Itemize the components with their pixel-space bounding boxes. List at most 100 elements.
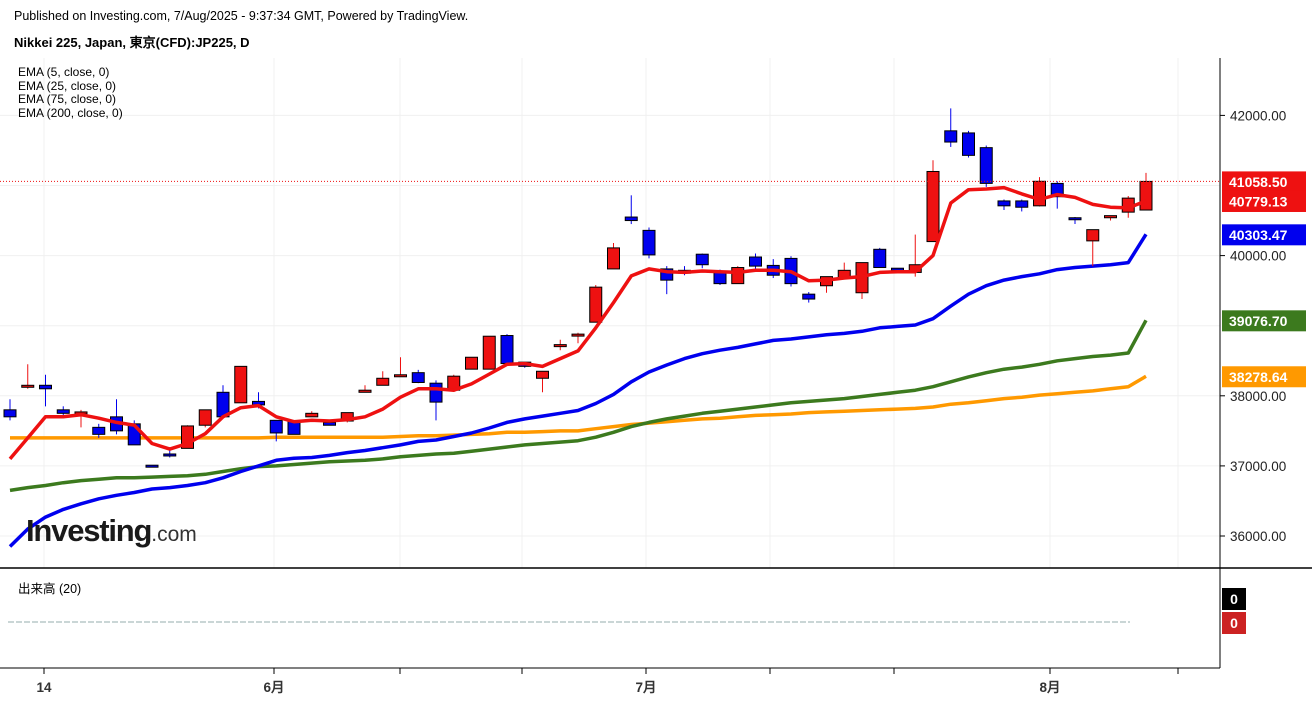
candle — [642, 227, 656, 259]
candle — [110, 399, 123, 435]
candle-body — [873, 248, 887, 269]
candle-body — [482, 335, 496, 370]
ema5-path — [8, 185, 1147, 461]
candle — [855, 262, 869, 300]
price-badge: 41058.50 — [1222, 171, 1306, 193]
candle — [234, 365, 248, 404]
candle-body — [571, 333, 585, 337]
volume-badge-bg — [1222, 612, 1246, 634]
candle-body — [624, 216, 638, 222]
price-badge-label: 40303.47 — [1229, 227, 1288, 243]
candle — [607, 242, 620, 270]
price-badge-label: 39076.70 — [1229, 313, 1288, 329]
candle — [92, 423, 106, 438]
price-badge: 40779.13 — [1222, 190, 1306, 212]
volume-badge-label: 0 — [1230, 591, 1238, 607]
ema200-path — [10, 374, 1147, 440]
candle-body — [323, 421, 336, 426]
y-tick-label: 37000.00 — [1230, 459, 1286, 474]
legend-ema25: EMA (25, close, 0) — [18, 78, 117, 93]
candle-body — [198, 409, 212, 426]
candle-body — [1139, 180, 1153, 211]
x-tick-label: 8月 — [1039, 680, 1060, 695]
candle — [500, 334, 514, 365]
ema25-line — [8, 233, 1148, 548]
candle — [482, 335, 496, 370]
price-badge-bg — [1222, 171, 1306, 193]
candle-body — [394, 374, 407, 378]
candle — [269, 419, 283, 442]
candle — [163, 450, 177, 458]
y-tick-label: 42000.00 — [1230, 108, 1286, 123]
candle — [1104, 215, 1117, 221]
ema75-path — [9, 319, 1148, 493]
candle — [305, 411, 319, 418]
candle-body — [269, 419, 283, 434]
candle-body — [92, 426, 106, 435]
volume-badge-bg — [1222, 588, 1246, 610]
candle — [376, 371, 390, 386]
price-badges: 41058.50 40779.13 40303.47 39076.70 38278.64 — [1222, 171, 1306, 388]
indicator-legend: EMA (5, close, 0) EMA (25, close, 0) EMA… — [18, 65, 123, 120]
ema75-line — [9, 319, 1148, 493]
candle-body — [234, 365, 248, 404]
candle — [553, 339, 567, 351]
candle-body — [607, 247, 620, 270]
candle-body — [1015, 200, 1029, 208]
candle-body — [21, 384, 35, 388]
x-tick-label: 7月 — [635, 680, 656, 695]
candle — [21, 364, 35, 389]
candle-body — [660, 268, 674, 281]
candle-body — [731, 267, 745, 285]
legend-ema5: EMA (5, close, 0) — [18, 65, 110, 79]
candle-body — [802, 293, 816, 300]
candle — [589, 285, 603, 323]
candle-body — [642, 229, 656, 256]
x-tick-label: 6月 — [263, 680, 284, 695]
candle-body — [411, 372, 425, 383]
candle-body — [695, 253, 709, 266]
price-badge-label: 41058.50 — [1229, 174, 1288, 190]
candle — [802, 292, 816, 303]
candle-body — [465, 356, 478, 370]
chart-axes — [0, 58, 1312, 669]
candle-body — [1104, 215, 1117, 219]
price-badge: 39076.70 — [1222, 310, 1306, 332]
price-badge-label: 38278.64 — [1229, 369, 1288, 385]
candle-body — [536, 370, 549, 379]
candle-body — [749, 256, 762, 267]
y-tick-label: 38000.00 — [1230, 389, 1286, 404]
price-badge-bg — [1222, 310, 1306, 332]
legend-ema75: EMA (75, close, 0) — [18, 92, 117, 106]
x-axis-ticks: 14 6月 7月 8月 — [36, 668, 1179, 695]
candle — [571, 332, 585, 344]
candle — [731, 266, 745, 285]
candle-body — [145, 464, 159, 468]
volume-badge-label: 0 — [1230, 615, 1238, 631]
candle — [926, 160, 940, 243]
candle — [1015, 199, 1029, 212]
y-axis-ticks: 42000.00 40000.00 38000.00 37000.00 36000.00 — [1220, 108, 1286, 544]
candle-body — [1086, 229, 1100, 242]
logo-suffix: .com — [151, 523, 197, 546]
candle-body — [3, 409, 17, 418]
candle-body — [979, 147, 993, 184]
investing-logo: Investing.com — [26, 513, 197, 549]
ema5-line — [8, 185, 1147, 461]
candle — [447, 374, 461, 391]
candle-body — [376, 377, 390, 386]
candle — [944, 108, 958, 147]
candle-body — [589, 286, 603, 323]
candle — [873, 247, 887, 269]
candle-body — [926, 170, 940, 243]
legend-ema200: EMA (200, close, 0) — [18, 105, 123, 120]
candle-body — [962, 132, 975, 156]
chart-grid — [0, 58, 1220, 568]
volume-badge: 0 — [1222, 612, 1246, 634]
candle-body — [305, 412, 319, 418]
ema200-line — [10, 374, 1147, 440]
logo-main: Investing — [26, 513, 152, 548]
price-badge: 38278.64 — [1222, 366, 1306, 388]
candle — [979, 145, 993, 187]
